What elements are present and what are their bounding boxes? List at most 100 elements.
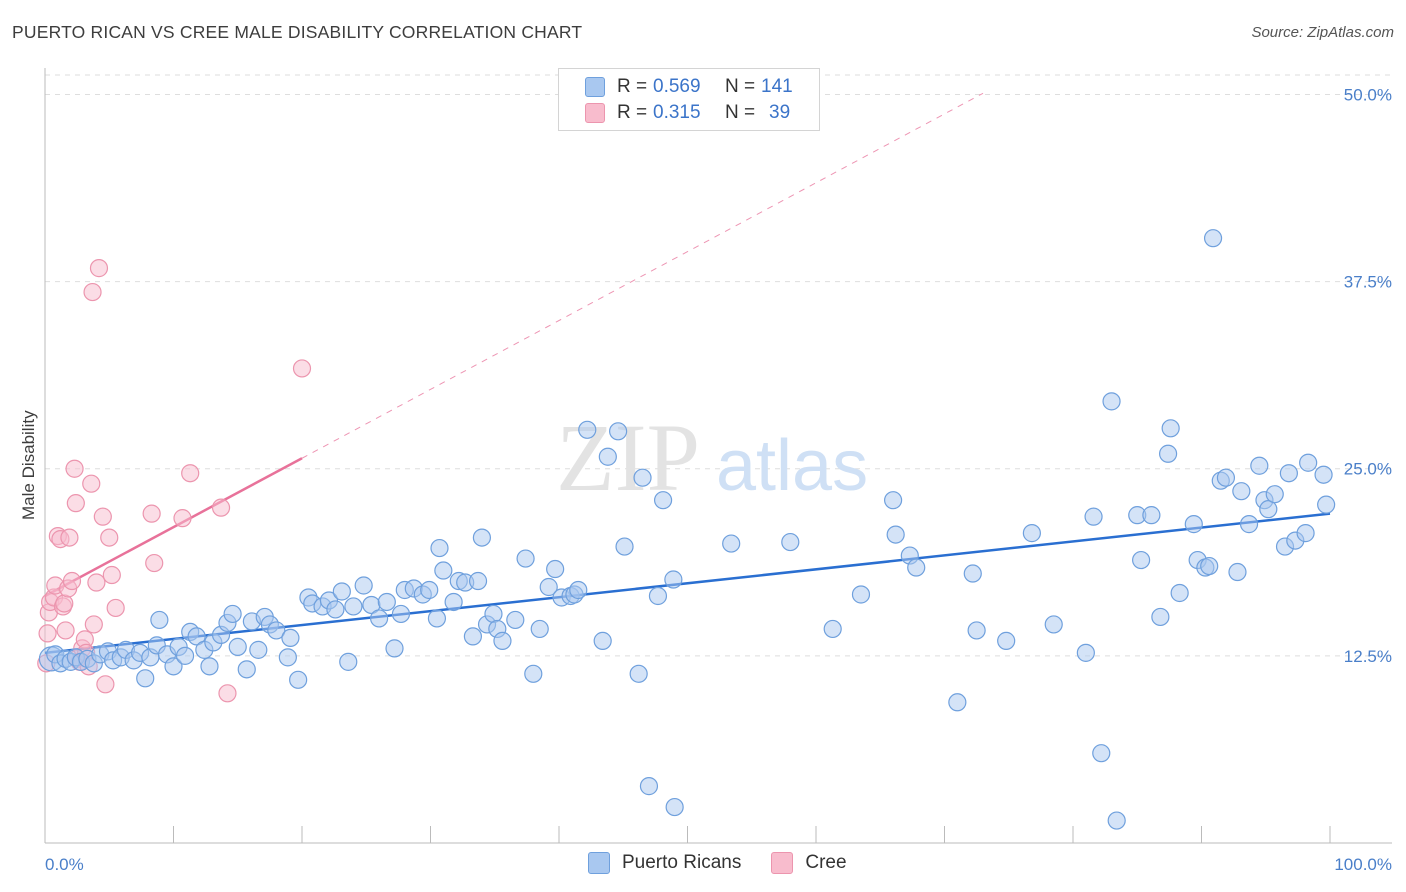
legend-r-value: 0.315 (653, 102, 701, 123)
data-point-puerto-rican (530, 619, 549, 639)
data-point-puerto-rican (1317, 495, 1336, 514)
data-point-puerto-rican (385, 639, 404, 658)
data-point-cree (211, 498, 231, 517)
data-point-puerto-rican (434, 561, 453, 580)
data-point-cree (106, 598, 125, 618)
data-point-puerto-rican (1200, 556, 1219, 576)
y-tick-label: 37.5% (1344, 273, 1392, 292)
data-point-cree (82, 474, 101, 493)
data-point-cree (55, 594, 74, 613)
data-point-cree (89, 259, 109, 278)
legend-n-label: N = (725, 102, 756, 123)
legend: R = 0.569 N = 141 R = 0.315 N = 39 (558, 68, 820, 131)
data-point-cree (292, 359, 312, 378)
data-point-puerto-rican (281, 628, 300, 647)
data-point-puerto-rican (1314, 465, 1333, 484)
data-point-puerto-rican (1158, 444, 1178, 463)
data-point-puerto-rican (1170, 583, 1189, 603)
data-point-puerto-rican (823, 619, 842, 639)
y-tick-label: 25.0% (1344, 460, 1392, 479)
data-point-puerto-rican (289, 670, 308, 689)
bottom-legend-swatch-blue (588, 852, 610, 874)
bottom-legend-label: Cree (805, 852, 847, 873)
data-point-puerto-rican (326, 600, 345, 619)
data-point-puerto-rican (150, 610, 169, 630)
tick-labels: 12.5% 25.0% 37.5% 50.0% 0.0% 100.0% (45, 85, 1392, 874)
data-point-puerto-rican (468, 571, 488, 591)
data-point-puerto-rican (578, 420, 597, 439)
data-point-puerto-rican (1092, 744, 1111, 763)
data-point-puerto-rican (493, 631, 512, 650)
data-point-puerto-rican (851, 585, 871, 604)
source-label: Source: ZipAtlas.com (1251, 24, 1394, 41)
trendline-cree-extension (301, 92, 984, 459)
data-point-puerto-rican (1279, 464, 1298, 483)
data-point-puerto-rican (1203, 229, 1223, 248)
bottom-legend-label: Puerto Ricans (622, 852, 742, 873)
legend-swatch-blue (585, 77, 605, 97)
data-point-puerto-rican (175, 646, 195, 665)
data-point-puerto-rican (1184, 515, 1203, 534)
legend-r-label: R = (617, 76, 648, 97)
data-point-puerto-rican (664, 570, 683, 589)
data-point-puerto-rican (546, 559, 565, 579)
data-point-puerto-rican (249, 640, 268, 659)
watermark-atlas: atlas (716, 426, 868, 506)
data-point-puerto-rican (1084, 507, 1103, 526)
chart-title: PUERTO RICAN VS CREE MALE DISABILITY COR… (12, 22, 583, 42)
data-point-puerto-rican (1259, 500, 1278, 519)
data-point-puerto-rican (1132, 550, 1151, 570)
y-tick-label: 50.0% (1344, 85, 1392, 104)
x-tick-label: 0.0% (45, 855, 84, 874)
data-point-puerto-rican (1107, 811, 1126, 830)
data-point-puerto-rican (653, 491, 673, 510)
data-point-puerto-rican (267, 621, 286, 640)
gridlines (45, 74, 1392, 657)
legend-n-value: 39 (769, 102, 791, 123)
bottom-legend-cree: Cree (771, 852, 847, 874)
data-point-puerto-rican (1216, 468, 1236, 487)
trendlines (44, 92, 1331, 655)
data-point-cree (181, 464, 200, 483)
puerto-rican-points (38, 229, 1336, 830)
data-point-puerto-rican (1044, 615, 1063, 634)
data-point-cree (93, 507, 112, 526)
data-point-puerto-rican (963, 564, 982, 583)
legend-row-puerto-ricans: R = 0.569 N = 141 (585, 75, 793, 99)
data-point-puerto-rican (569, 580, 588, 600)
data-point-puerto-rican (1102, 392, 1121, 411)
data-point-puerto-rican (391, 604, 411, 624)
data-point-puerto-rican (524, 664, 543, 683)
data-point-cree (218, 684, 237, 703)
data-point-puerto-rican (1022, 524, 1041, 543)
data-point-puerto-rican (420, 580, 439, 600)
data-point-puerto-rican (665, 797, 684, 817)
legend-n-value: 141 (761, 76, 793, 97)
trendline-puerto-ricans (44, 512, 1331, 655)
data-point-puerto-rican (472, 528, 491, 547)
data-point-puerto-rican (463, 627, 483, 646)
data-point-puerto-rican (344, 597, 363, 616)
data-point-puerto-rican (883, 491, 903, 510)
legend-n-label: N = (725, 76, 756, 97)
data-point-puerto-rican (1142, 506, 1161, 525)
data-point-cree (83, 282, 102, 302)
data-point-puerto-rican (1161, 419, 1180, 438)
data-point-puerto-rican (187, 627, 206, 646)
legend-swatch-pink (585, 103, 605, 123)
data-point-puerto-rican (967, 621, 986, 640)
data-point-puerto-rican (200, 657, 219, 676)
data-point-puerto-rican (722, 534, 741, 553)
axes (44, 68, 1392, 844)
data-point-puerto-rican (629, 664, 648, 683)
data-point-cree (87, 573, 106, 592)
data-point-puerto-rican (598, 447, 617, 466)
data-point-puerto-rican (484, 604, 503, 624)
data-point-puerto-rican (886, 525, 905, 544)
bottom-legend-swatch-pink (771, 852, 794, 874)
data-point-puerto-rican (506, 610, 525, 630)
data-point-puerto-rican (1296, 524, 1315, 543)
data-point-cree (60, 528, 79, 547)
data-point-cree (65, 459, 84, 478)
